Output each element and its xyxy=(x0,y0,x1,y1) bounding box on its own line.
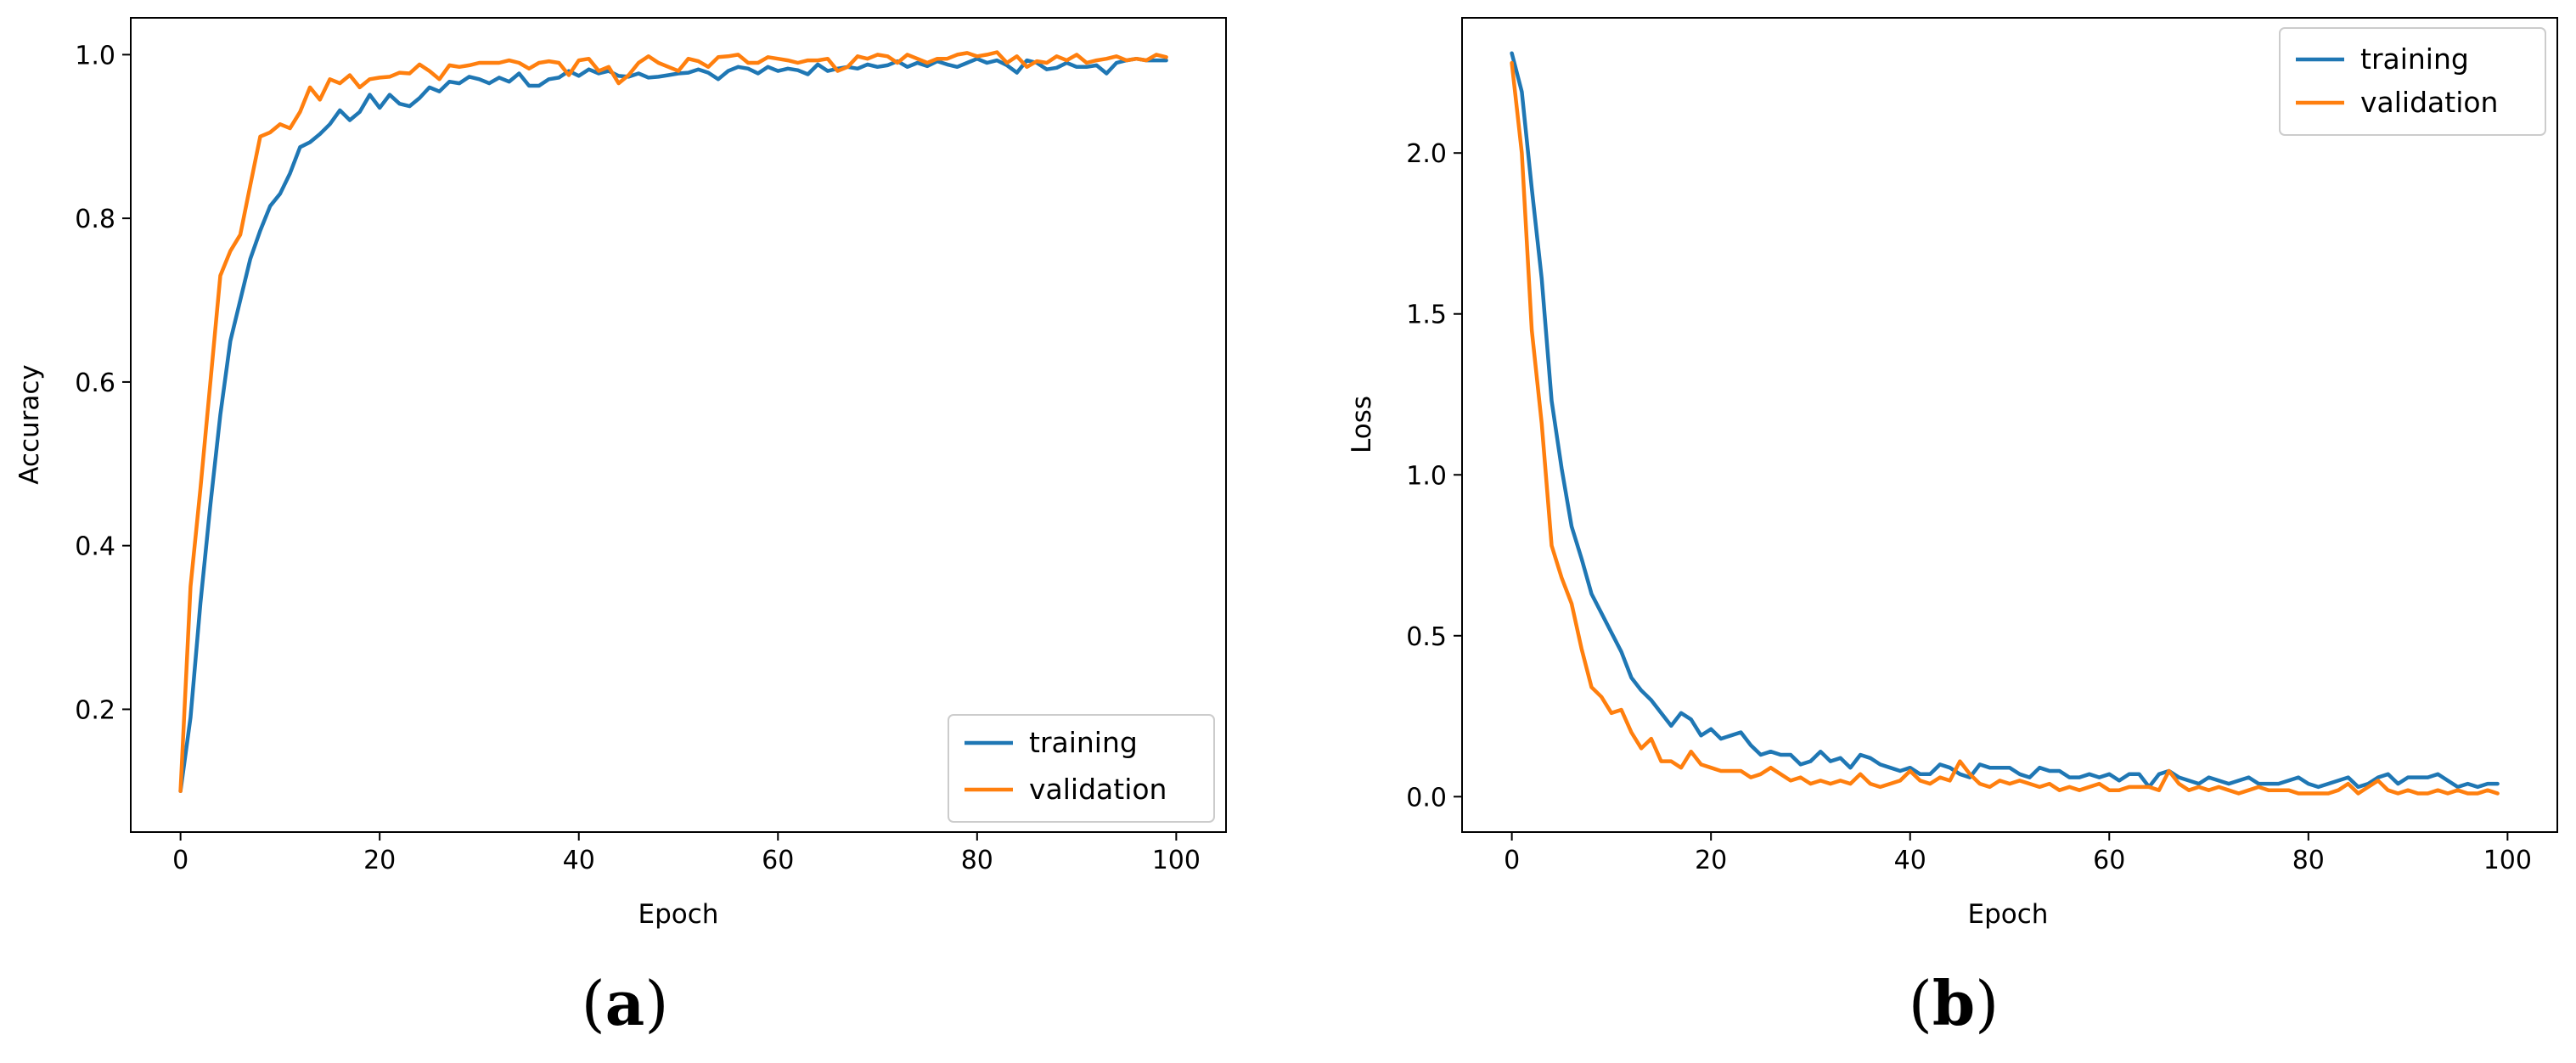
y-tick-label: 0.5 xyxy=(1406,622,1447,652)
panel-label-b: (b) xyxy=(1909,967,1999,1039)
accuracy-chart-ylabel: Accuracy xyxy=(14,364,45,485)
legend-frame xyxy=(2279,27,2546,136)
y-tick-label: 2.0 xyxy=(1406,139,1447,169)
x-tick-label: 20 xyxy=(363,846,396,875)
panel-letter-b: b xyxy=(1932,967,1975,1039)
x-tick-label: 40 xyxy=(563,846,595,875)
loss-chart-ticks: 0 20 40 60 80 100 0.0 0.5 1.0 1.5 2.0 xyxy=(1406,139,2532,875)
accuracy-chart-marks xyxy=(178,50,1168,794)
accuracy-chart-frame xyxy=(130,17,1227,833)
legend-label-training: training xyxy=(1029,726,1138,759)
y-tick-label: 0.6 xyxy=(75,368,115,398)
y-tick-label: 1.5 xyxy=(1406,301,1447,330)
y-tick-label: 0.8 xyxy=(75,205,115,234)
y-tick-label: 0.4 xyxy=(75,532,115,562)
loss-chart: 0 20 40 60 80 100 0.0 0.5 1.0 1.5 2.0 Epoch Loss t… xyxy=(1347,17,2558,1039)
accuracy-chart-legend: training validation xyxy=(948,714,1215,823)
loss-chart-frame xyxy=(1461,17,2558,833)
legend-label-training: training xyxy=(2360,42,2469,76)
y-tick-label: 0.0 xyxy=(1406,783,1447,813)
x-tick-label: 60 xyxy=(762,846,794,875)
x-tick-label: 80 xyxy=(961,846,993,875)
series-line-validation xyxy=(1510,60,2500,796)
x-tick-label: 60 xyxy=(2093,846,2125,875)
series-line-training xyxy=(1510,51,2500,790)
series-line-training xyxy=(178,56,1168,794)
loss-chart-ylabel: Loss xyxy=(1347,396,1377,453)
x-tick-label: 0 xyxy=(172,846,188,875)
y-tick-label: 0.2 xyxy=(75,695,115,725)
accuracy-chart-xlabel: Epoch xyxy=(638,899,719,930)
loss-chart-legend: training validation xyxy=(2279,27,2546,136)
legend-frame xyxy=(948,714,1215,823)
accuracy-chart: 0 20 40 60 80 100 0.2 0.4 0.6 0.8 1.0 Epoch Accura… xyxy=(14,17,1227,1039)
panel-label-a: (a) xyxy=(582,967,669,1039)
x-tick-label: 100 xyxy=(2483,846,2532,875)
x-tick-label: 100 xyxy=(1152,846,1201,875)
panel-letter-a: a xyxy=(605,967,645,1039)
y-tick-label: 1.0 xyxy=(1406,461,1447,491)
loss-chart-xlabel: Epoch xyxy=(1968,899,2049,930)
x-tick-label: 40 xyxy=(1894,846,1926,875)
series-line-validation xyxy=(178,50,1168,794)
x-tick-label: 0 xyxy=(1504,846,1520,875)
accuracy-chart-ticks: 0 20 40 60 80 100 0.2 0.4 0.6 0.8 1.0 xyxy=(75,41,1201,875)
x-tick-label: 80 xyxy=(2292,846,2325,875)
legend-label-validation: validation xyxy=(2360,86,2498,119)
loss-chart-marks xyxy=(1510,51,2500,796)
legend-label-validation: validation xyxy=(1029,773,1167,806)
y-tick-label: 1.0 xyxy=(75,41,115,70)
x-tick-label: 20 xyxy=(1695,846,1727,875)
